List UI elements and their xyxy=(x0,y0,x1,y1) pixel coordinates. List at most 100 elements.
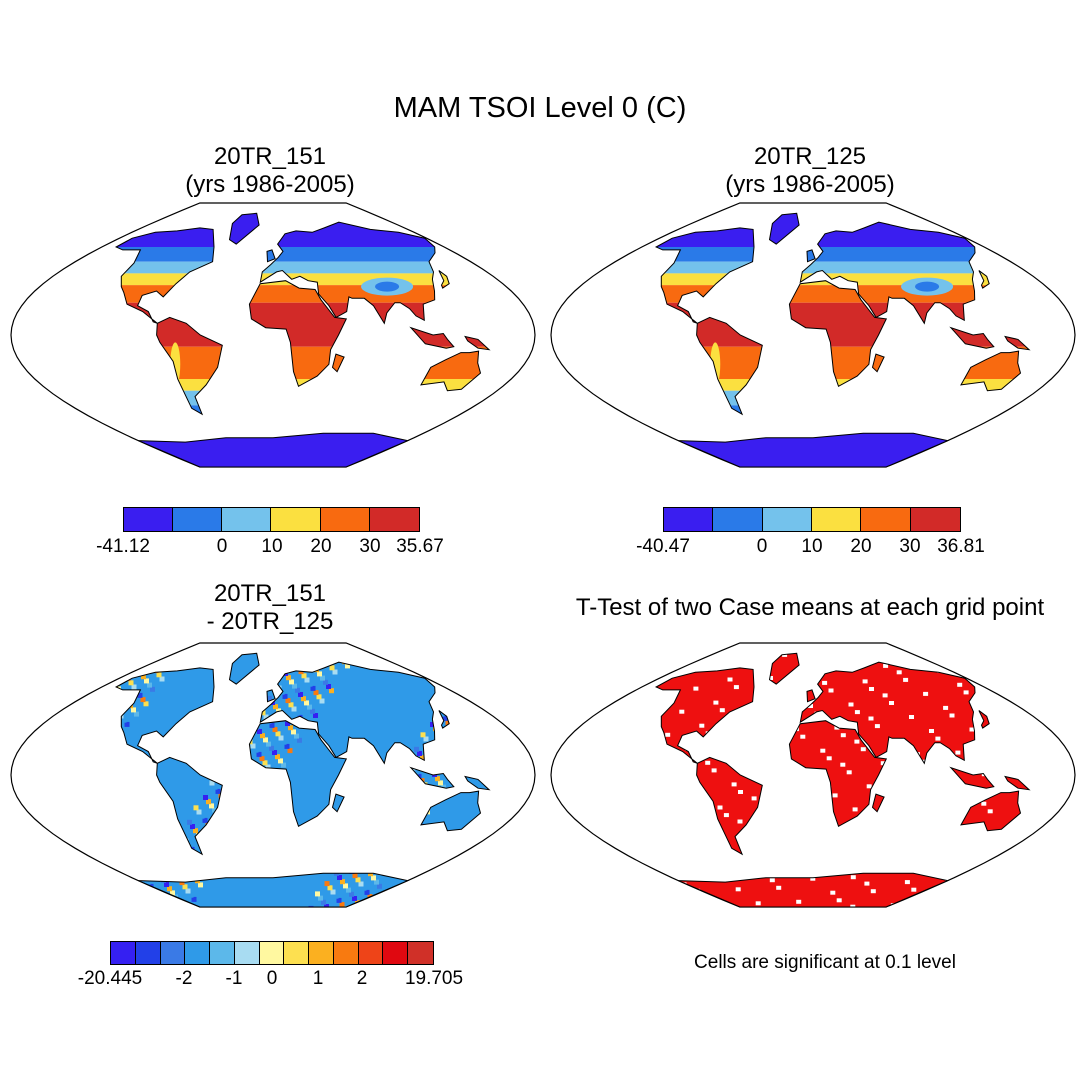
coastline xyxy=(788,720,888,828)
colorbar-case1 xyxy=(123,507,420,532)
colorbar-swatch xyxy=(259,942,285,964)
coastline xyxy=(138,432,410,468)
coastline xyxy=(678,872,950,908)
coastline xyxy=(138,872,410,908)
colorbar-tick-label: -40.47 xyxy=(636,536,690,557)
colorbar-swatch xyxy=(222,508,272,531)
coastline xyxy=(266,689,276,703)
colorbar-tick-label: 35.67 xyxy=(396,536,444,557)
coastline xyxy=(156,756,223,856)
colorbar-tick-label: 0 xyxy=(216,536,228,557)
colorbar-case1-labels: -41.12 0 10 20 30 35.67 xyxy=(0,536,540,562)
colorbar-tick-label: 30 xyxy=(899,536,921,557)
coastline xyxy=(978,710,990,729)
coastline xyxy=(438,710,450,729)
coastline xyxy=(464,775,491,791)
colorbar-swatch xyxy=(762,508,812,531)
coastline xyxy=(331,793,345,813)
colorbar-case2 xyxy=(663,507,961,532)
coastline xyxy=(248,720,348,828)
coastline xyxy=(806,689,816,703)
coastline xyxy=(768,212,800,245)
coastline xyxy=(949,326,995,349)
significance-note: Cells are significant at 0.1 level xyxy=(694,952,956,973)
panel-title-diff-line1: 20TR_151 xyxy=(213,580,327,607)
colorbar-swatch xyxy=(408,942,433,964)
figure-title: MAM TSOI Level 0 (C) xyxy=(393,92,687,124)
coastline xyxy=(420,790,482,832)
coastline xyxy=(960,350,1022,392)
colorbar-swatch xyxy=(664,508,714,531)
map-case1 xyxy=(10,202,536,468)
colorbar-swatch xyxy=(234,942,260,964)
colorbar-tick-label: -41.12 xyxy=(96,536,150,557)
panel-title-case2: 20TR_125 (yrs 1986-2005) xyxy=(660,143,960,199)
colorbar-swatch xyxy=(173,508,223,531)
map-frame xyxy=(10,202,536,468)
colorbar-tick-label: 19.705 xyxy=(404,968,464,989)
coastline xyxy=(696,756,763,856)
coastline xyxy=(1004,775,1031,791)
colorbar-swatch xyxy=(271,508,321,531)
coastline xyxy=(438,270,450,289)
coastline xyxy=(806,249,816,263)
colorbar-tick-label: 0 xyxy=(756,536,768,557)
coastline xyxy=(978,270,990,289)
map-frame xyxy=(550,642,1076,908)
coastline xyxy=(259,221,436,325)
colorbar-tick-label: -2 xyxy=(175,968,193,989)
colorbar-tick-label: -1 xyxy=(225,968,243,989)
coastline xyxy=(420,350,482,392)
panel-title-case1-line2: (yrs 1986-2005) xyxy=(185,171,355,198)
colorbar-swatch xyxy=(861,508,911,531)
coastline xyxy=(409,766,455,789)
colorbar-tick-label: 10 xyxy=(261,536,283,557)
colorbar-swatch xyxy=(811,508,862,531)
coastline xyxy=(871,353,885,373)
coastline xyxy=(266,249,276,263)
colorbar-tick-label: 36.81 xyxy=(937,536,985,557)
coastline xyxy=(259,661,436,765)
coastline xyxy=(799,661,976,765)
coastline xyxy=(799,221,976,325)
coastline xyxy=(960,790,1022,832)
coastline xyxy=(949,766,995,789)
panel-title-case1: 20TR_151 (yrs 1986-2005) xyxy=(120,143,420,199)
colorbar-swatch xyxy=(124,508,174,531)
coastline xyxy=(228,212,260,245)
colorbar-tick-label: 30 xyxy=(359,536,381,557)
colorbar-tick-label: 2 xyxy=(356,968,368,989)
panel-title-diff: 20TR_151 - 20TR_125 xyxy=(120,580,420,636)
map-frame xyxy=(10,642,536,908)
colorbar-swatch xyxy=(910,508,960,531)
colorbar-diff xyxy=(110,941,434,965)
colorbar-tick-label: -20.445 xyxy=(77,968,143,989)
coastline xyxy=(788,280,888,388)
colorbar-swatch xyxy=(333,942,359,964)
colorbar-swatch xyxy=(309,942,334,964)
coastline xyxy=(409,326,455,349)
coastline xyxy=(654,227,755,324)
coastline xyxy=(114,667,215,764)
panel-title-ttest: T-Test of two Case means at each grid po… xyxy=(545,594,1075,622)
colorbar-diff-labels: -20.445 -2 -1 0 1 2 19.705 xyxy=(0,968,540,994)
coastline xyxy=(1004,335,1031,351)
coastline xyxy=(248,280,348,388)
colorbar-case2-labels: -40.47 0 10 20 30 36.81 xyxy=(540,536,1080,562)
coastline xyxy=(464,335,491,351)
colorbar-swatch xyxy=(111,942,136,964)
colorbar-swatch xyxy=(185,942,211,964)
colorbar-tick-label: 1 xyxy=(312,968,324,989)
colorbar-swatch xyxy=(383,942,409,964)
colorbar-swatch xyxy=(160,942,186,964)
coastline xyxy=(871,793,885,813)
map-case2 xyxy=(550,202,1076,468)
colorbar-swatch xyxy=(284,942,310,964)
coastline xyxy=(114,227,215,324)
coastline xyxy=(696,316,763,416)
coastline xyxy=(228,652,260,685)
colorbar-tick-label: 20 xyxy=(850,536,872,557)
panel-title-ttest-line1: T-Test of two Case means at each grid po… xyxy=(575,594,1045,621)
coastline xyxy=(156,316,223,416)
panel-title-case2-line2: (yrs 1986-2005) xyxy=(725,171,895,198)
